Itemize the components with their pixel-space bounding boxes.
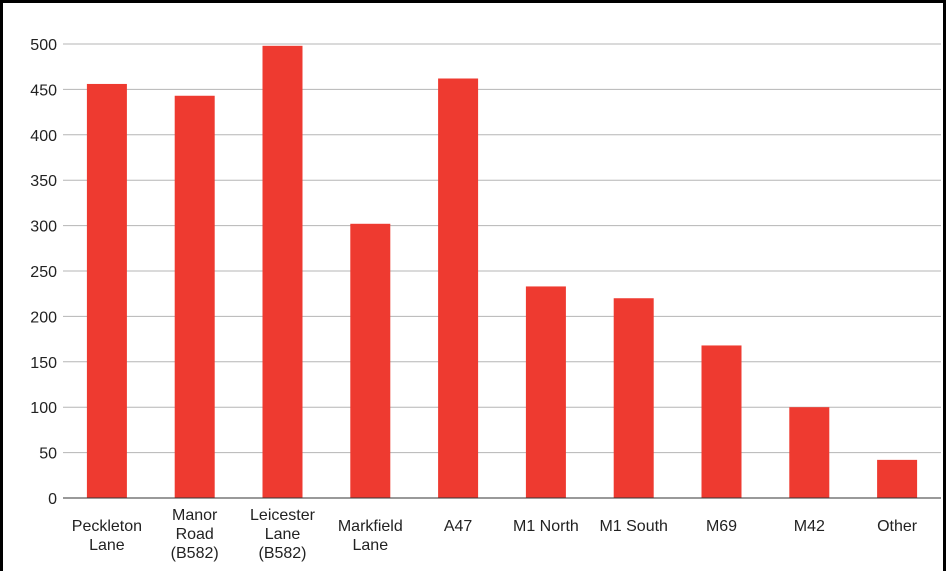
bars (86, 45, 918, 499)
x-tick-label-line: Lane (353, 537, 389, 554)
bar (789, 407, 830, 498)
x-tick-label-line: A47 (444, 518, 473, 535)
bar-chart: 0 50 100 150 200 250 300 350 400 450 500 Peckleton… (30, 37, 941, 562)
x-tick-label: Peckleton Lane (72, 518, 142, 554)
x-tick-label-line: M42 (794, 518, 825, 535)
bar (262, 45, 303, 498)
bar (438, 78, 479, 498)
x-tick-label-line: Peckleton (72, 518, 142, 535)
x-tick-label: M1 South (599, 518, 667, 535)
x-tick-label-line: M1 North (513, 518, 579, 535)
x-tick-label-line: (B582) (258, 545, 306, 562)
bar (877, 459, 918, 498)
x-tick-label-line: Road (176, 526, 214, 543)
x-tick-label: M69 (706, 518, 737, 535)
bar (350, 223, 391, 498)
x-tick-label-line: Lane (89, 537, 125, 554)
x-tick-label-line: Lane (265, 526, 301, 543)
x-axis-category-labels: Peckleton Lane Manor Road (B582) Leicester Lan… (72, 507, 918, 562)
x-tick-label-line: (B582) (171, 545, 219, 562)
y-tick-label: 500 (30, 37, 57, 54)
bar (86, 83, 127, 499)
y-tick-label: 50 (39, 446, 57, 463)
y-tick-label: 0 (48, 491, 57, 508)
y-tick-label: 350 (30, 173, 57, 190)
y-tick-label: 200 (30, 309, 57, 326)
x-tick-label: Markfield Lane (338, 518, 403, 554)
x-tick-label: Leicester Lane (B582) (250, 507, 316, 562)
x-tick-label: M42 (794, 518, 825, 535)
x-tick-label-line: Other (877, 518, 918, 535)
x-tick-label-line: Markfield (338, 518, 403, 535)
bar (613, 298, 654, 498)
y-tick-label: 300 (30, 219, 57, 236)
y-tick-label: 100 (30, 400, 57, 417)
bar (174, 95, 215, 499)
y-tick-label: 450 (30, 82, 57, 99)
x-tick-label-line: M1 South (599, 518, 667, 535)
x-tick-label: M1 North (513, 518, 579, 535)
x-tick-label: Other (877, 518, 918, 535)
x-tick-label-line: Leicester (250, 507, 316, 524)
y-tick-label: 250 (30, 264, 57, 281)
bar (525, 286, 566, 498)
y-axis-tick-labels: 0 50 100 150 200 250 300 350 400 450 500 (30, 37, 57, 508)
y-tick-label: 400 (30, 128, 57, 145)
x-tick-label: A47 (444, 518, 473, 535)
x-tick-label-line: M69 (706, 518, 737, 535)
x-tick-label-line: Manor (172, 507, 218, 524)
bar (701, 345, 742, 498)
x-tick-label: Manor Road (B582) (171, 507, 219, 562)
y-tick-label: 150 (30, 355, 57, 372)
